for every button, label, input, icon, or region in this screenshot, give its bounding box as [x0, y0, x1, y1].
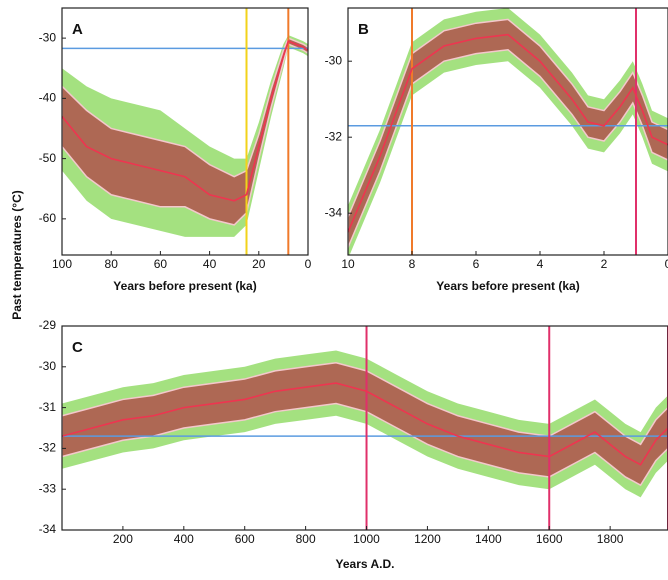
x-tick-label: 2 [601, 257, 608, 271]
x-tick-label: 1000 [353, 532, 380, 546]
x-tick-label: 20 [252, 257, 266, 271]
x-tick-label: 1600 [536, 532, 563, 546]
mean-line [348, 33, 668, 233]
x-tick-label: 8 [409, 257, 416, 271]
y-tick-label: -30 [325, 53, 343, 67]
y-tick-label: -33 [39, 481, 57, 495]
x-tick-label: 100 [52, 257, 72, 271]
x-axis-label: Years before present (ka) [436, 279, 579, 293]
y-tick-label: -32 [325, 129, 343, 143]
mean-line [62, 382, 668, 466]
plot-area [348, 8, 668, 255]
y-axis-label: Past temperatures (°C) [10, 190, 24, 320]
mean-line [62, 40, 308, 202]
x-tick-label: 0 [305, 257, 312, 271]
panel-letter: B [358, 21, 369, 38]
x-tick-label: 4 [537, 257, 544, 271]
plot-frame [61, 325, 668, 531]
ensemble-band [348, 18, 668, 248]
plot-area [62, 8, 308, 255]
x-tick-label: 1200 [414, 532, 441, 546]
x-tick-label: 0 [665, 257, 668, 271]
y-tick-label: -29 [39, 318, 57, 332]
panel-letter: A [72, 21, 83, 38]
y-tick-label: -30 [39, 30, 57, 44]
y-tick-label: -31 [39, 400, 57, 414]
x-tick-label: 60 [154, 257, 168, 271]
y-tick-label: -40 [39, 91, 57, 105]
x-tick-label: 600 [235, 532, 255, 546]
plot-frame [61, 7, 309, 256]
x-tick-label: 80 [105, 257, 119, 271]
y-tick-label: -34 [39, 522, 57, 536]
plot-area [62, 326, 668, 530]
y-tick-label: -60 [39, 211, 57, 225]
y-tick-label: -30 [39, 359, 57, 373]
x-tick-label: 1400 [475, 532, 502, 546]
y-tick-label: -50 [39, 151, 57, 165]
x-tick-label: 10 [341, 257, 355, 271]
y-tick-label: -34 [325, 205, 343, 219]
x-tick-label: 1800 [597, 532, 624, 546]
ensemble-band [62, 361, 668, 487]
x-tick-label: 400 [174, 532, 194, 546]
x-tick-label: 800 [296, 532, 316, 546]
x-tick-label: 6 [473, 257, 480, 271]
y-tick-label: -32 [39, 441, 57, 455]
x-tick-label: 40 [203, 257, 217, 271]
plot-frame [347, 7, 668, 256]
x-axis-label: Years before present (ka) [113, 279, 256, 293]
x-axis-label: Years A.D. [336, 557, 395, 571]
x-tick-label: 200 [113, 532, 133, 546]
panel-letter: C [72, 339, 83, 356]
